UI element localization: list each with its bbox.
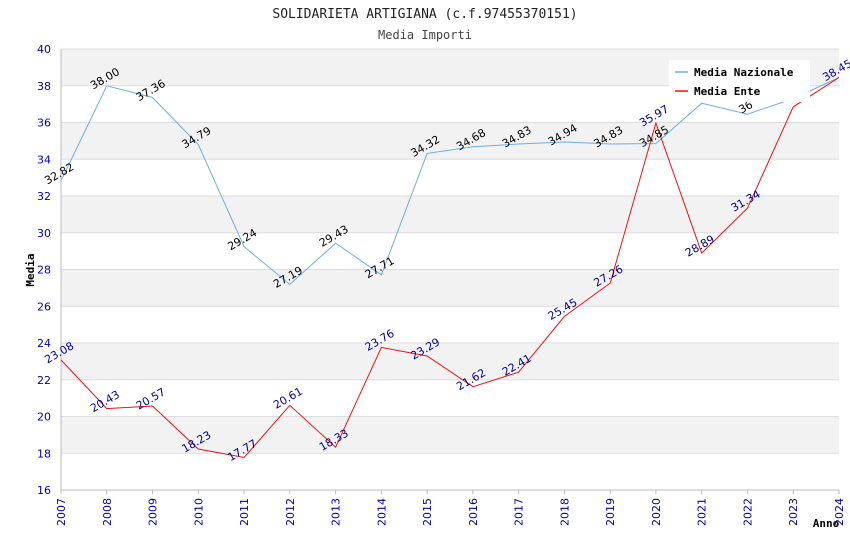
grid-band xyxy=(61,453,839,490)
series-line-media-nazionale xyxy=(60,77,840,286)
series-lines xyxy=(60,77,840,459)
x-tick-label: 2024 xyxy=(833,498,846,526)
data-label-nazionale: 36 xyxy=(736,98,755,116)
y-tick-label: 40 xyxy=(37,43,51,56)
x-tick-label: 2016 xyxy=(467,498,480,526)
grid-band xyxy=(61,159,839,196)
grid-band xyxy=(61,416,839,454)
x-tick-label: 2010 xyxy=(192,498,205,526)
x-tick-label: 2018 xyxy=(558,498,571,526)
grid-band xyxy=(61,269,839,307)
background-bands xyxy=(61,49,839,490)
x-axis-label: Anno xyxy=(813,517,840,530)
x-tick-label: 2009 xyxy=(147,498,160,526)
x-tick-label: 2022 xyxy=(741,498,754,526)
x-tick-label: 2012 xyxy=(284,498,297,526)
y-tick-label: 16 xyxy=(37,484,51,497)
y-tick-label: 26 xyxy=(37,300,51,313)
legend: Media Nazionale Media Ente xyxy=(669,60,810,102)
x-tick-label: 2023 xyxy=(787,498,800,526)
x-tick-label: 2019 xyxy=(604,498,617,526)
legend-label: Media Ente xyxy=(694,85,761,98)
y-tick-label: 22 xyxy=(37,374,51,387)
grid-band xyxy=(61,306,839,343)
y-tick-label: 30 xyxy=(37,227,51,240)
grid-band xyxy=(61,122,839,160)
grid-band xyxy=(61,196,839,233)
chart-title: SOLIDARIETA ARTIGIANA (c.f.97455370151) xyxy=(272,7,577,22)
y-tick-label: 18 xyxy=(37,447,51,460)
grid-band xyxy=(61,379,839,417)
x-tick-label: 2007 xyxy=(55,498,68,526)
y-tick-label: 38 xyxy=(37,80,51,93)
x-tick-label: 2020 xyxy=(650,498,663,526)
y-tick-label: 24 xyxy=(37,337,51,350)
legend-label: Media Nazionale xyxy=(694,66,794,79)
y-tick-label: 20 xyxy=(37,411,51,424)
grid-band xyxy=(61,232,839,270)
x-tick-label: 2014 xyxy=(375,498,388,526)
x-tick-label: 2021 xyxy=(696,498,709,526)
x-tick-label: 2017 xyxy=(513,498,526,526)
y-tick-label: 32 xyxy=(37,190,51,203)
chart-subtitle: Media Importi xyxy=(378,28,472,42)
y-tick-label: 28 xyxy=(37,264,51,277)
grid-band xyxy=(61,343,839,380)
x-tick-label: 2011 xyxy=(238,498,251,526)
x-tick-label: 2013 xyxy=(330,498,343,526)
y-tick-label: 36 xyxy=(37,117,51,130)
x-tick-label: 2015 xyxy=(421,498,434,526)
y-axis-label: Media xyxy=(24,253,37,286)
y-tick-label: 34 xyxy=(37,153,51,166)
x-tick-label: 2008 xyxy=(101,498,114,526)
legend-box xyxy=(669,60,810,102)
series-line-media-ente xyxy=(60,77,840,459)
